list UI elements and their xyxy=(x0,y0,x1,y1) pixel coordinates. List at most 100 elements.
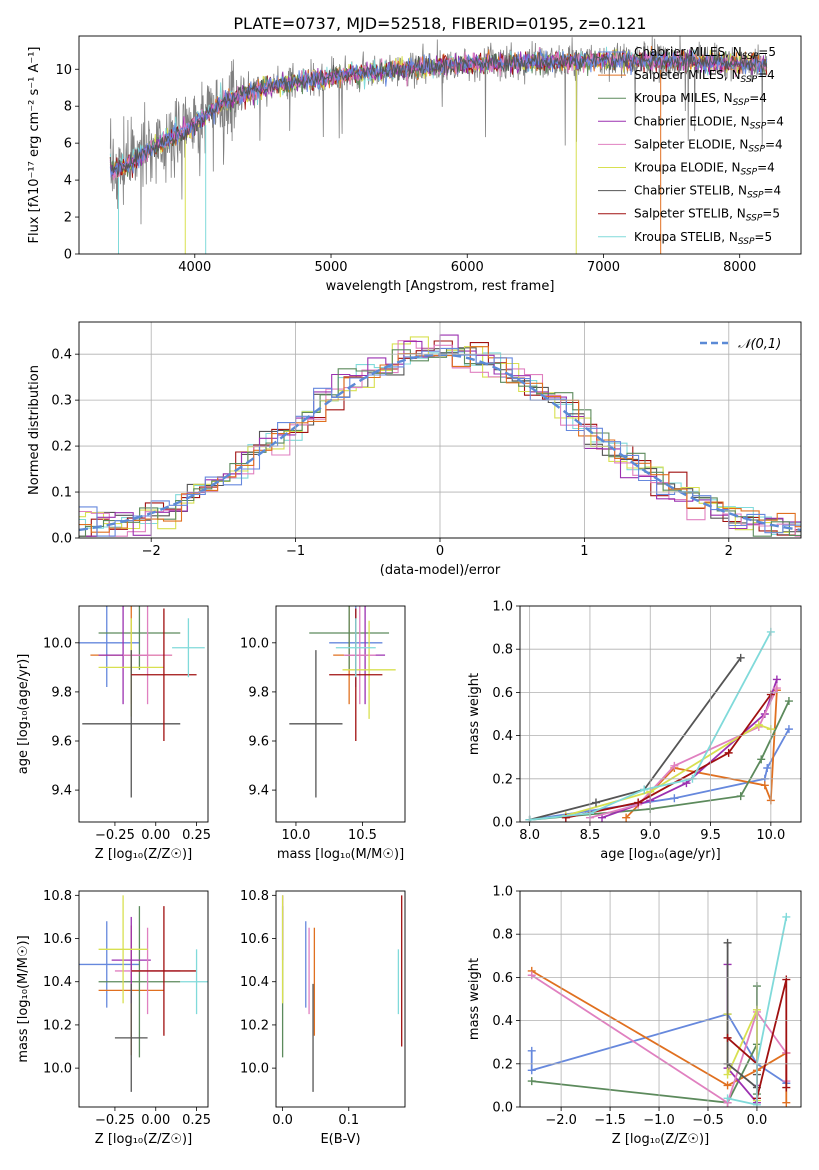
massweight-vs-age-plot-area xyxy=(525,627,793,822)
mass-weight-line xyxy=(565,694,772,819)
mass-vs-EBV-frame xyxy=(275,890,406,1108)
age-vs-Z-axes: −0.25 0.00 0.25 9.4 9.6 9.8 10.0 Z [log₁₀(Z/Z☉)… xyxy=(16,605,211,862)
residual-histogram-step xyxy=(79,340,801,537)
x-tick-label: −0.5 xyxy=(692,1113,724,1128)
mass-weight-marker xyxy=(724,748,733,757)
mass-weight-line xyxy=(589,687,778,819)
mass-weight-marker xyxy=(670,761,679,770)
x-tick-label: 0.0 xyxy=(747,1113,768,1128)
x-tick-label: 2 xyxy=(725,544,733,559)
x-tick-label: −0.25 xyxy=(95,828,135,843)
mass-weight-marker xyxy=(760,781,769,790)
y-tick-label: 0.8 xyxy=(492,643,513,658)
y-tick-label: 10.2 xyxy=(240,1018,269,1033)
mass-weight-marker xyxy=(670,794,679,803)
massweight-vs-age-frame xyxy=(519,605,802,823)
y-tick-label: 0.4 xyxy=(492,729,513,744)
mass-weight-line xyxy=(529,700,790,821)
x-axis-label: Z [log₁₀(Z/Z☉)] xyxy=(612,1132,709,1147)
model-spectrum-line xyxy=(109,50,768,177)
histogram-legend: 𝒩(0,1) xyxy=(700,337,781,352)
y-tick-label: 10.6 xyxy=(240,932,269,947)
y-tick-label: 0.2 xyxy=(492,772,513,787)
legend-entry: Salpeter ELODIE, NSSP=4 xyxy=(634,137,783,154)
mass-weight-marker xyxy=(763,764,772,772)
x-tick-label: 1 xyxy=(580,544,588,559)
y-tick-label: 0.2 xyxy=(51,440,72,455)
x-tick-label: 10.5 xyxy=(348,828,377,843)
legend-entry: Chabrier STELIB, NSSP=4 xyxy=(634,184,781,201)
mass-weight-marker xyxy=(591,798,600,807)
legend-entry: Salpeter MILES, NSSP=4 xyxy=(634,68,775,85)
spectrum-legend: Chabrier MILES, NSSP=5 Salpeter MILES, NS… xyxy=(598,45,784,247)
y-tick-label: 10.8 xyxy=(43,889,72,904)
y-tick-label: 9.6 xyxy=(248,735,269,750)
mass-weight-marker xyxy=(736,792,745,801)
mass-weight-marker xyxy=(723,1033,732,1042)
y-tick-label: 6 xyxy=(64,137,72,152)
residual-histogram-axes: −2 −1 0 1 2 0.0 0.1 0.2 0.3 0.4 (data-model)/error… xyxy=(27,321,802,578)
x-tick-label: −1 xyxy=(286,544,305,559)
mass-weight-marker xyxy=(622,813,631,822)
y-tick-label: 10.2 xyxy=(43,1018,72,1033)
legend-entry: Chabrier MILES, NSSP=5 xyxy=(634,45,776,62)
legend-entry: Kroupa ELODIE, NSSP=4 xyxy=(634,161,775,178)
x-tick-label: 8.5 xyxy=(580,828,601,843)
y-axis-label: age [log₁₀(age/yr)] xyxy=(16,654,31,775)
mass-weight-marker xyxy=(527,971,536,980)
mass-weight-marker xyxy=(634,798,643,807)
y-tick-label: 10.0 xyxy=(240,636,269,651)
mass-weight-marker xyxy=(527,1066,536,1075)
y-tick-label: 9.4 xyxy=(248,784,269,799)
mass-vs-Z-axes: −0.25 0.00 0.25 10.0 10.2 10.4 10.6 10.8 Z [log₁… xyxy=(16,889,211,1147)
y-tick-label: 10 xyxy=(55,63,72,78)
legend-entry: Salpeter STELIB, NSSP=5 xyxy=(634,207,780,224)
x-tick-label: 0.0 xyxy=(272,1113,293,1128)
x-axis-label: age [log₁₀(age/yr)] xyxy=(600,847,721,862)
mass-vs-EBV-axes: 0.0 0.1 10.0 10.2 10.4 10.6 10.8 E(B-V) xyxy=(240,889,406,1147)
y-axis-label: Normed distribution xyxy=(27,365,42,495)
x-tick-label: 0.1 xyxy=(338,1113,359,1128)
mass-vs-Z-plot-area xyxy=(79,895,208,1092)
age-vs-mass-plot-area xyxy=(289,606,396,798)
spectrum-plot-area xyxy=(109,36,768,254)
x-tick-label: 10.0 xyxy=(281,828,310,843)
mass-weight-marker xyxy=(723,1081,732,1090)
y-tick-label: 0.0 xyxy=(51,532,72,547)
y-tick-label: 10.8 xyxy=(240,889,269,904)
y-tick-label: 9.4 xyxy=(51,784,72,799)
y-tick-label: 0.3 xyxy=(51,394,72,409)
residual-histogram-frame xyxy=(78,321,802,539)
x-tick-label: −2 xyxy=(142,544,161,559)
massweight-vs-Z-axes: −2.0 −1.5 −1.0 −0.5 0.0 0.0 0.2 0.4 0.6 0.8 1.0 Z [… xyxy=(467,885,802,1147)
y-tick-label: 0.4 xyxy=(51,348,72,363)
x-tick-label: 7000 xyxy=(587,260,620,275)
mass-weight-marker xyxy=(527,1046,536,1055)
mass-weight-marker xyxy=(784,725,793,734)
age-vs-Z-frame xyxy=(78,605,209,823)
x-tick-label: 0.25 xyxy=(182,828,211,843)
x-axis-label: Z [log₁₀(Z/Z☉)] xyxy=(95,847,192,862)
y-axis-label: mass weight xyxy=(467,958,482,1040)
mass-weight-marker xyxy=(782,975,791,984)
spectrum-frame xyxy=(78,35,802,255)
x-tick-label: 9.0 xyxy=(640,828,661,843)
mass-vs-Z-frame xyxy=(78,890,209,1108)
x-axis-label: Z [log₁₀(Z/Z☉)] xyxy=(95,1132,192,1147)
x-tick-label: −1.0 xyxy=(643,1113,675,1128)
y-tick-label: 10.4 xyxy=(240,975,269,990)
y-tick-label: 9.8 xyxy=(51,685,72,700)
y-tick-label: 10.0 xyxy=(43,636,72,651)
x-tick-label: −1.5 xyxy=(594,1113,626,1128)
mass-weight-marker xyxy=(782,1098,791,1107)
y-axis-label: mass weight xyxy=(467,673,482,755)
y-axis-label: mass [log₁₀(M/M☉)] xyxy=(16,935,31,1062)
mass-weight-line xyxy=(726,964,758,1106)
x-tick-label: 0.25 xyxy=(182,1113,211,1128)
y-tick-label: 0.0 xyxy=(492,1101,513,1116)
mass-weight-marker xyxy=(640,785,649,794)
mass-weight-marker xyxy=(561,813,570,822)
mass-weight-marker xyxy=(723,1094,732,1103)
mass-weight-line xyxy=(531,986,758,1104)
y-tick-label: 0 xyxy=(64,248,72,263)
